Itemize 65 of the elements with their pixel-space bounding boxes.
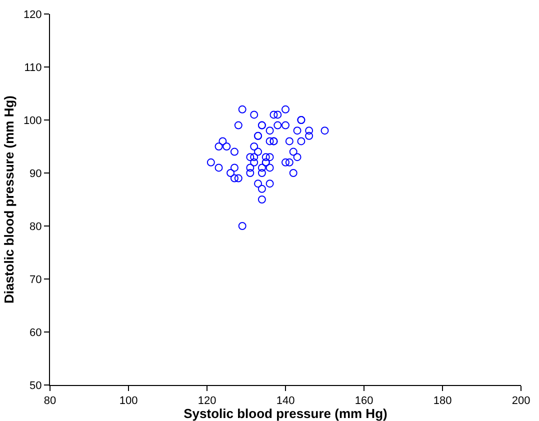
point bbox=[266, 126, 274, 135]
y-tick-label: 80 bbox=[30, 220, 42, 233]
point bbox=[305, 132, 314, 140]
point bbox=[250, 153, 258, 162]
x-tick-label: 100 bbox=[119, 395, 138, 408]
point bbox=[258, 196, 266, 204]
point bbox=[258, 184, 266, 193]
point bbox=[238, 222, 246, 230]
point bbox=[305, 126, 314, 135]
point bbox=[270, 110, 278, 119]
point bbox=[297, 137, 306, 146]
point bbox=[246, 153, 254, 162]
y-tick-label: 120 bbox=[23, 8, 42, 21]
point bbox=[262, 153, 270, 162]
x-tick-label: 180 bbox=[433, 395, 452, 408]
y-tick-label: 100 bbox=[23, 114, 42, 127]
point bbox=[246, 169, 254, 177]
x-axis-title: Systolic blood pressure (mm Hg) bbox=[184, 406, 388, 421]
point bbox=[222, 142, 231, 150]
point bbox=[289, 169, 298, 177]
point bbox=[218, 137, 227, 146]
point bbox=[274, 110, 282, 119]
point bbox=[238, 105, 246, 114]
point bbox=[285, 137, 294, 146]
point bbox=[293, 126, 302, 135]
point bbox=[258, 164, 266, 172]
point bbox=[289, 148, 298, 156]
point bbox=[282, 105, 290, 114]
point bbox=[293, 153, 302, 162]
point bbox=[320, 126, 329, 135]
point bbox=[250, 158, 258, 166]
point bbox=[282, 158, 290, 166]
y-tick-label: 90 bbox=[30, 168, 42, 180]
point bbox=[226, 169, 235, 177]
point bbox=[285, 158, 294, 166]
x-tick-label: 120 bbox=[198, 395, 216, 408]
point bbox=[250, 142, 258, 150]
x-tick-label: 200 bbox=[512, 395, 530, 408]
y-tick-label: 50 bbox=[30, 380, 42, 392]
x-tick-label: 160 bbox=[354, 395, 374, 408]
point bbox=[254, 180, 262, 188]
point bbox=[230, 148, 238, 156]
point bbox=[230, 174, 238, 182]
point bbox=[214, 164, 223, 172]
point bbox=[266, 180, 274, 188]
point bbox=[266, 153, 274, 162]
point bbox=[246, 164, 254, 172]
point bbox=[258, 169, 266, 177]
point bbox=[282, 121, 290, 130]
point bbox=[274, 121, 282, 130]
y-tick-label: 110 bbox=[24, 62, 42, 74]
point bbox=[214, 142, 223, 150]
y-tick-label: 60 bbox=[30, 326, 42, 339]
y-tick-label: 70 bbox=[30, 274, 42, 286]
point bbox=[266, 137, 274, 146]
point bbox=[234, 121, 242, 130]
point bbox=[266, 164, 274, 172]
x-tick-label: 140 bbox=[276, 395, 295, 408]
point bbox=[206, 158, 215, 166]
point bbox=[230, 164, 238, 172]
x-tick-label: 80 bbox=[44, 395, 56, 408]
point bbox=[254, 148, 262, 156]
point bbox=[234, 174, 242, 182]
y-axis-title: Diastolic blood pressure (mm Hg) bbox=[1, 95, 16, 304]
point bbox=[250, 110, 258, 119]
